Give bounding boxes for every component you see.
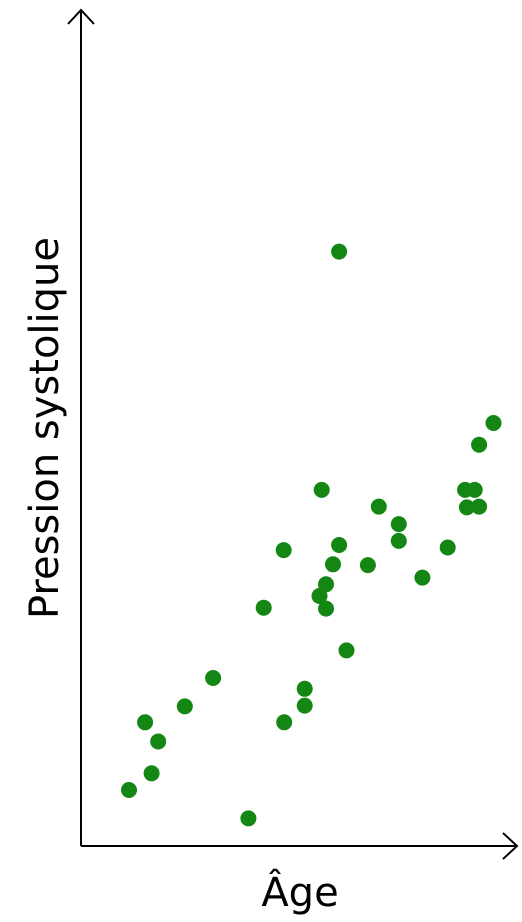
data-point bbox=[466, 481, 483, 498]
data-point bbox=[143, 765, 160, 782]
data-point bbox=[255, 599, 272, 616]
data-point bbox=[370, 498, 387, 515]
x-axis-arrow bbox=[502, 832, 519, 860]
data-point bbox=[311, 588, 328, 604]
data-point bbox=[485, 415, 502, 431]
data-point bbox=[240, 810, 257, 827]
data-point bbox=[137, 714, 154, 731]
data-point bbox=[390, 532, 407, 549]
data-point bbox=[390, 516, 407, 533]
data-point bbox=[359, 557, 376, 574]
data-point bbox=[296, 697, 313, 714]
data-point bbox=[121, 782, 137, 798]
x-axis-label: Âge bbox=[261, 868, 338, 916]
data-point bbox=[331, 243, 348, 260]
data-point bbox=[414, 569, 431, 586]
y-axis-label: Pression systolique bbox=[22, 237, 68, 619]
data-point bbox=[276, 714, 293, 731]
y-axis-arrow bbox=[67, 8, 95, 25]
data-point bbox=[471, 436, 488, 453]
data-point bbox=[338, 642, 355, 659]
data-point bbox=[458, 499, 475, 516]
data-point bbox=[296, 680, 313, 697]
data-point bbox=[150, 733, 167, 750]
data-point bbox=[176, 698, 193, 715]
data-points bbox=[121, 243, 502, 827]
data-point bbox=[318, 600, 334, 617]
data-point bbox=[331, 537, 348, 553]
data-point bbox=[325, 556, 341, 573]
data-point bbox=[318, 576, 334, 593]
data-point bbox=[439, 539, 456, 556]
data-point bbox=[205, 670, 222, 686]
data-point bbox=[471, 498, 488, 515]
data-point bbox=[313, 481, 330, 498]
chart-axes bbox=[67, 8, 519, 860]
data-point bbox=[275, 542, 292, 559]
